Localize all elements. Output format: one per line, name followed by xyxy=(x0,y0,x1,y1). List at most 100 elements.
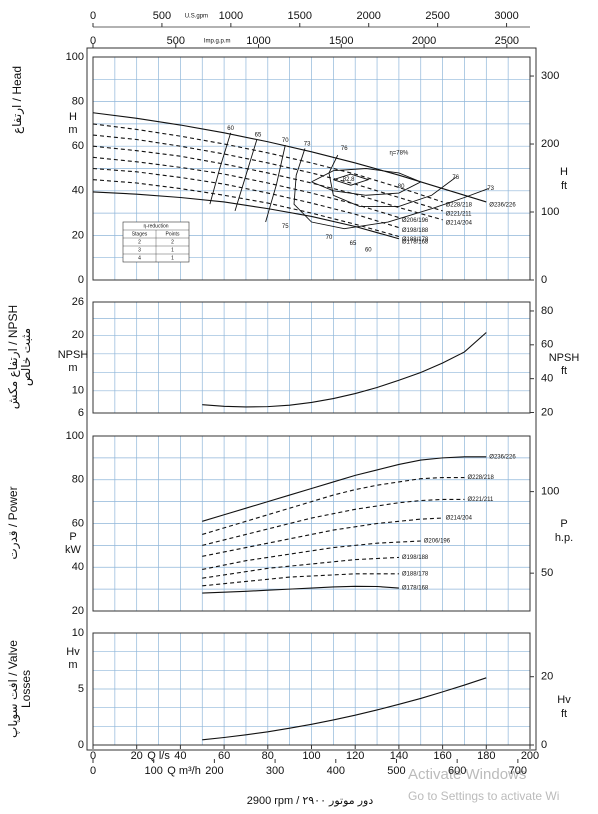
y-tick-label: 80 xyxy=(72,474,84,486)
x-tick-label: 500 xyxy=(387,765,405,777)
y2-unit: ft xyxy=(561,180,567,192)
y-tick-label: 60 xyxy=(72,517,84,529)
footer: 2900 rpm / ۲۹۰۰ دور موتور xyxy=(247,795,374,807)
y-unit: m xyxy=(68,659,77,671)
y-tick-label: 20 xyxy=(72,329,84,341)
y2-tick-label: 300 xyxy=(541,70,559,82)
y2-unit: h.p. xyxy=(555,532,573,544)
table-cell: 2 xyxy=(171,239,174,245)
performance-curve xyxy=(202,677,487,741)
y2-tick-label: 50 xyxy=(541,567,553,579)
series-label: Ø236/226 xyxy=(489,454,516,460)
efficiency-curve xyxy=(311,168,422,196)
y-unit: m xyxy=(68,124,77,136)
series-label: Ø214/204 xyxy=(446,516,473,522)
y2-unit: ft xyxy=(561,365,567,377)
y-axis-title-line: ارتفاع / Head xyxy=(10,66,25,134)
x-axis-title: Imp.g.p.m xyxy=(204,39,231,45)
y-tick-label: 20 xyxy=(72,229,84,241)
table-cell: 1 xyxy=(171,255,174,261)
x-tick-label: 80 xyxy=(262,750,274,762)
x-tick-label: 100 xyxy=(302,750,320,762)
performance-curve xyxy=(202,456,487,522)
series-label: Ø178/168 xyxy=(402,586,429,592)
series-label: Ø228/218 xyxy=(446,203,473,209)
y2-tick-label: 80 xyxy=(541,305,553,317)
y-axis-title-line: ارتفاع مکش / NPSH xyxy=(6,305,21,409)
performance-curve xyxy=(202,332,487,408)
y-unit: P xyxy=(69,531,76,543)
y-unit: NPSH xyxy=(58,349,89,361)
annotation: 82.8 xyxy=(343,177,355,183)
x-tick-label: 1500 xyxy=(288,10,312,22)
x-axis-title: U.S.gpm xyxy=(185,14,208,20)
efficiency-curve xyxy=(293,148,489,230)
y-tick-label: 100 xyxy=(66,51,84,63)
annotation: 65 xyxy=(350,241,357,247)
performance-curve xyxy=(202,585,399,594)
series-label: Ø236/226 xyxy=(489,203,516,209)
performance-curve xyxy=(92,167,400,229)
series-label: Ø198/188 xyxy=(402,228,429,234)
y-tick-label: 20 xyxy=(72,605,84,617)
x-tick-label: 200 xyxy=(205,765,223,777)
table-header: Points xyxy=(166,231,180,237)
x-tick-label: 0 xyxy=(90,750,96,762)
x-tick-label: 500 xyxy=(153,10,171,22)
table-cell: 2 xyxy=(138,239,141,245)
y2-tick-label: 40 xyxy=(541,373,553,385)
x-tick-label: 700 xyxy=(509,765,527,777)
annotation: 73 xyxy=(304,142,311,148)
annotation: 60 xyxy=(365,247,372,253)
x-tick-label: 2000 xyxy=(412,35,436,47)
annotation: η=78% xyxy=(389,150,409,156)
x-tick-label: 600 xyxy=(448,765,466,777)
y-axis-title-line: Losses xyxy=(19,670,33,708)
y2-unit: P xyxy=(560,518,567,530)
y-tick-label: 10 xyxy=(72,385,84,397)
performance-curve xyxy=(202,517,443,557)
x-tick-label: 1000 xyxy=(246,35,270,47)
series-label: Ø214/204 xyxy=(446,220,473,226)
y-tick-label: 80 xyxy=(72,96,84,108)
series-label: Ø206/196 xyxy=(424,539,451,545)
y2-tick-label: 0 xyxy=(541,739,547,751)
y-axis-title-line: افت سوپاپ / Valve xyxy=(6,640,21,738)
y2-unit: ft xyxy=(561,708,567,720)
series-label: Ø178/168 xyxy=(402,239,429,245)
table-cell: 3 xyxy=(138,247,141,253)
y2-unit: H xyxy=(560,166,568,178)
y2-tick-label: 100 xyxy=(541,206,559,218)
y-axis-title: ارتفاع / Head xyxy=(10,66,25,134)
efficiency-curve xyxy=(234,139,258,212)
table-title: η-reduction xyxy=(143,223,168,229)
y-tick-label: 60 xyxy=(72,140,84,152)
y-tick-label: 0 xyxy=(78,739,84,751)
performance-curve xyxy=(92,145,443,221)
x-tick-label: 180 xyxy=(477,750,495,762)
performance-curve xyxy=(92,191,400,240)
x-tick-label: 2500 xyxy=(495,35,519,47)
y-axis-title-line: قدرت / Power xyxy=(6,486,21,559)
series-label: Ø221/211 xyxy=(446,211,473,217)
annotation: 70 xyxy=(326,235,333,241)
annotation: 76 xyxy=(452,175,459,181)
performance-curve xyxy=(202,556,399,579)
y-tick-label: 100 xyxy=(66,430,84,442)
x-tick-label: 40 xyxy=(174,750,186,762)
x-tick-label: 500 xyxy=(167,35,185,47)
y-unit: m xyxy=(68,362,77,374)
x-tick-label: 120 xyxy=(346,750,364,762)
series-label: Ø188/178 xyxy=(402,571,429,577)
series-label: Ø206/196 xyxy=(402,218,429,224)
performance-curve xyxy=(92,112,487,203)
y2-tick-label: 20 xyxy=(541,671,553,683)
performance-curve xyxy=(202,477,465,535)
y-unit: H xyxy=(69,111,77,123)
watermark-title: Activate Windows xyxy=(408,766,526,783)
x-tick-label: 20 xyxy=(131,750,143,762)
series-label: Ø188/178 xyxy=(402,237,429,243)
